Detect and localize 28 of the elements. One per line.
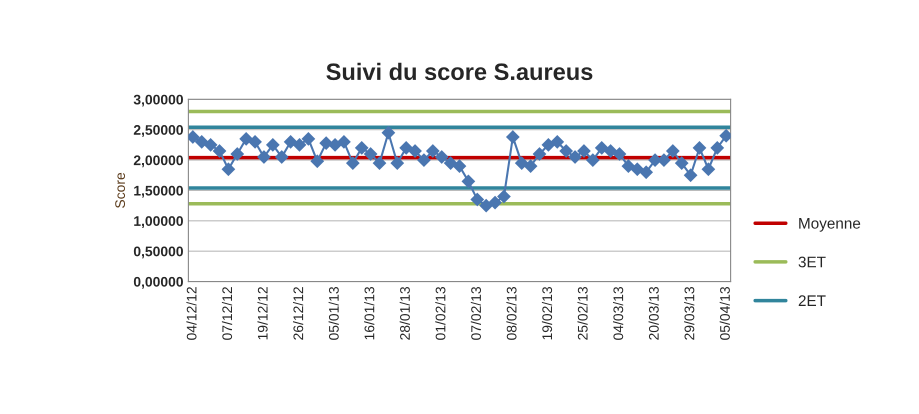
y-tick-label: 1,00000 [134, 216, 183, 228]
x-tick-label: 19/02/13 [542, 286, 552, 340]
legend-label: 2ET [798, 295, 826, 306]
y-tick-label: 3,00000 [134, 94, 183, 107]
y-tick-label: 0,50000 [134, 246, 183, 258]
x-tick-label: 01/02/13 [435, 286, 446, 340]
legend-label: Moyenne [799, 218, 860, 232]
x-tick-label: 04/12/12 [186, 287, 197, 340]
y-tick-label: 0,00000 [134, 276, 183, 289]
y-tick-label: 2,00000 [134, 155, 183, 168]
y-tick-label: 2,50000 [134, 125, 183, 137]
x-tick-label: 05/01/13 [328, 286, 339, 340]
x-tick-label: 08/02/13 [506, 286, 517, 340]
x-tick-label: 20/03/13 [648, 286, 659, 340]
x-tick-label: 07/02/13 [470, 286, 482, 340]
x-tick-label: 28/01/13 [400, 286, 410, 340]
x-tick-label: 19/12/12 [257, 287, 268, 340]
chart-title: Suivi du score S.aureus [326, 62, 592, 80]
x-tick-label: 05/04/13 [720, 286, 730, 340]
x-tick-label: 16/01/13 [364, 286, 374, 340]
x-tick-label: 25/02/13 [577, 286, 588, 340]
x-tick-label: 07/12/12 [222, 287, 232, 340]
x-tick-label: 29/03/13 [684, 286, 694, 340]
legend-label: 3ET [798, 256, 826, 268]
x-tick-label: 04/03/13 [613, 286, 624, 340]
x-tick-label: 26/12/12 [293, 287, 304, 340]
y-axis-title: Score [115, 172, 126, 208]
y-tick-label: 1,50000 [134, 186, 183, 198]
